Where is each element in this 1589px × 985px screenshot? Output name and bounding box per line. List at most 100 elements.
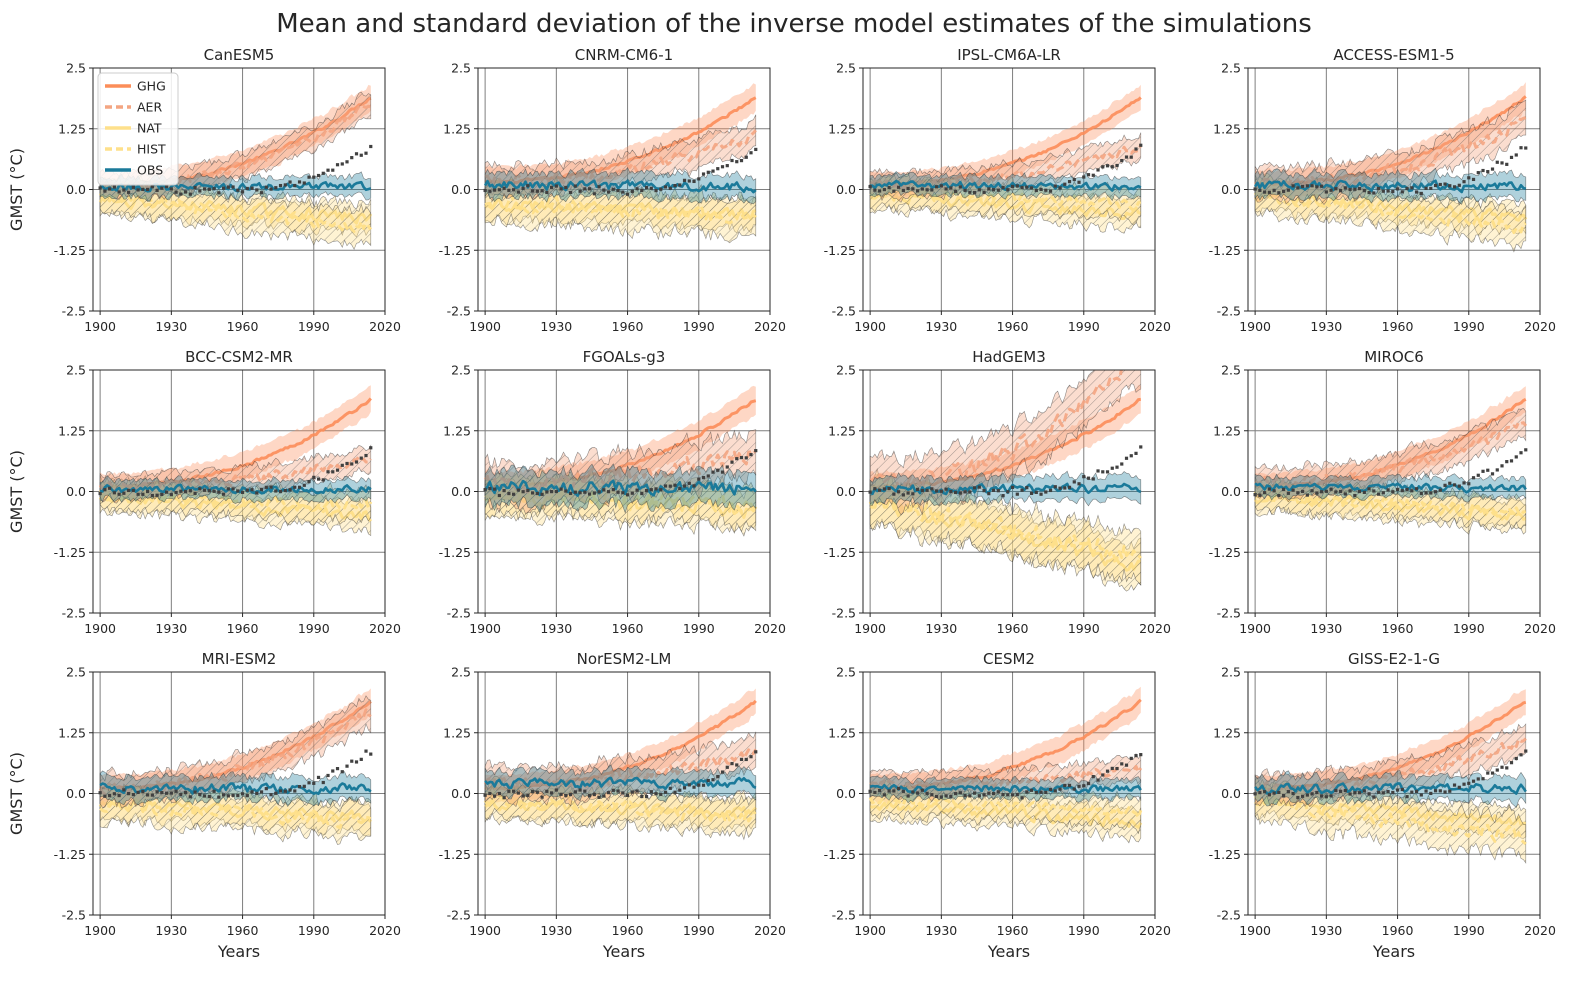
obs-point bbox=[526, 793, 530, 797]
x-tick-label: 2020 bbox=[1139, 923, 1171, 938]
obs-point bbox=[98, 491, 102, 496]
obs-point bbox=[345, 461, 349, 466]
obs-point bbox=[1500, 161, 1504, 165]
obs-point bbox=[635, 187, 639, 191]
obs-point bbox=[359, 456, 363, 460]
obs-point bbox=[1362, 189, 1366, 193]
series-group bbox=[483, 83, 758, 244]
series-line-aer bbox=[99, 104, 372, 190]
legend-label-aer: AER bbox=[137, 100, 162, 115]
y-tick-label: -2.5 bbox=[62, 908, 86, 923]
x-tick-label: 2020 bbox=[369, 319, 401, 334]
obs-point bbox=[706, 170, 710, 174]
x-tick-label: 2020 bbox=[1139, 621, 1171, 636]
obs-point bbox=[288, 788, 292, 792]
obs-point bbox=[1010, 793, 1015, 797]
obs-point bbox=[911, 790, 915, 794]
obs-point bbox=[198, 189, 202, 193]
series-group bbox=[483, 385, 758, 537]
obs-point bbox=[630, 491, 634, 495]
subplot-title: CNRM-CM6-1 bbox=[575, 46, 673, 64]
obs-point bbox=[720, 165, 725, 169]
y-tick-label: 1.25 bbox=[828, 423, 856, 438]
obs-point bbox=[1448, 481, 1452, 485]
obs-point bbox=[1310, 489, 1314, 493]
obs-point bbox=[1291, 791, 1295, 796]
y-tick-label: 1.25 bbox=[828, 121, 856, 136]
obs-point bbox=[312, 475, 316, 479]
obs-point bbox=[687, 179, 691, 183]
obs-point bbox=[1025, 790, 1029, 794]
obs-point bbox=[364, 151, 368, 155]
obs-point bbox=[1296, 795, 1300, 800]
obs-point bbox=[1282, 487, 1286, 492]
obs-point bbox=[255, 491, 259, 495]
obs-point bbox=[183, 490, 188, 494]
obs-point bbox=[274, 791, 278, 795]
obs-point bbox=[1105, 470, 1110, 474]
obs-point bbox=[274, 186, 278, 190]
y-tick-label: 1.25 bbox=[828, 725, 856, 740]
obs-point bbox=[611, 488, 615, 492]
y-tick-label: 0.0 bbox=[451, 182, 471, 197]
obs-point bbox=[625, 493, 630, 497]
obs-point bbox=[739, 159, 744, 163]
series-line-obs bbox=[870, 179, 1142, 192]
obs-point bbox=[730, 158, 734, 163]
obs-point bbox=[240, 190, 245, 194]
obs-point bbox=[1376, 186, 1381, 191]
subplot-title: MIROC6 bbox=[1364, 348, 1424, 366]
obs-point bbox=[1329, 188, 1333, 192]
obs-point bbox=[359, 153, 363, 157]
panel-giss-e2-1-g: 1900 1930 1960 1990 2020 2.5 1.25 0.0 -1.25 -2.5 G… bbox=[1209, 650, 1556, 961]
obs-point bbox=[1315, 790, 1319, 795]
obs-point bbox=[255, 188, 259, 192]
x-tick-label: 1900 bbox=[1239, 319, 1271, 334]
x-tick-label: 1930 bbox=[1310, 319, 1342, 334]
obs-point bbox=[1324, 190, 1328, 194]
obs-point bbox=[1105, 164, 1110, 168]
obs-point bbox=[1391, 189, 1395, 194]
obs-point bbox=[1381, 189, 1385, 193]
obs-point bbox=[716, 775, 720, 779]
obs-point bbox=[1082, 475, 1086, 479]
obs-point bbox=[1082, 784, 1086, 788]
obs-point bbox=[1025, 185, 1029, 189]
obs-point bbox=[1063, 182, 1067, 186]
y-tick-label: -2.5 bbox=[832, 606, 856, 621]
obs-point bbox=[1476, 473, 1480, 477]
obs-point bbox=[573, 184, 577, 188]
subplot-title: FGOALs-g3 bbox=[583, 348, 666, 366]
obs-point bbox=[1457, 484, 1461, 488]
obs-point bbox=[293, 183, 297, 188]
x-tick-label: 1960 bbox=[612, 621, 644, 636]
obs-point bbox=[250, 790, 254, 794]
obs-point bbox=[127, 488, 131, 493]
obs-point bbox=[644, 794, 649, 799]
obs-point bbox=[1471, 476, 1476, 480]
obs-point bbox=[202, 488, 207, 492]
obs-point bbox=[1001, 494, 1005, 498]
obs-point bbox=[1495, 468, 1499, 472]
x-tick-label: 1900 bbox=[1239, 621, 1271, 636]
obs-point bbox=[164, 490, 169, 494]
obs-point bbox=[207, 794, 211, 799]
obs-point bbox=[1015, 792, 1019, 797]
x-tick-label: 1960 bbox=[612, 923, 644, 938]
obs-point bbox=[1319, 490, 1324, 494]
y-tick-label: -1.25 bbox=[54, 243, 86, 258]
obs-point bbox=[602, 188, 606, 192]
obs-point bbox=[958, 185, 962, 189]
obs-point bbox=[934, 794, 939, 799]
y-tick-label: 1.25 bbox=[443, 423, 471, 438]
y-tick-label: 1.25 bbox=[58, 725, 86, 740]
obs-point bbox=[635, 789, 639, 793]
y-tick-label: -1.25 bbox=[824, 243, 856, 258]
obs-point bbox=[331, 769, 335, 773]
obs-point bbox=[621, 190, 625, 194]
obs-point bbox=[259, 487, 264, 491]
obs-point bbox=[963, 490, 967, 494]
obs-point bbox=[1134, 754, 1138, 758]
x-tick-label: 1990 bbox=[683, 621, 715, 636]
obs-point bbox=[682, 786, 687, 790]
